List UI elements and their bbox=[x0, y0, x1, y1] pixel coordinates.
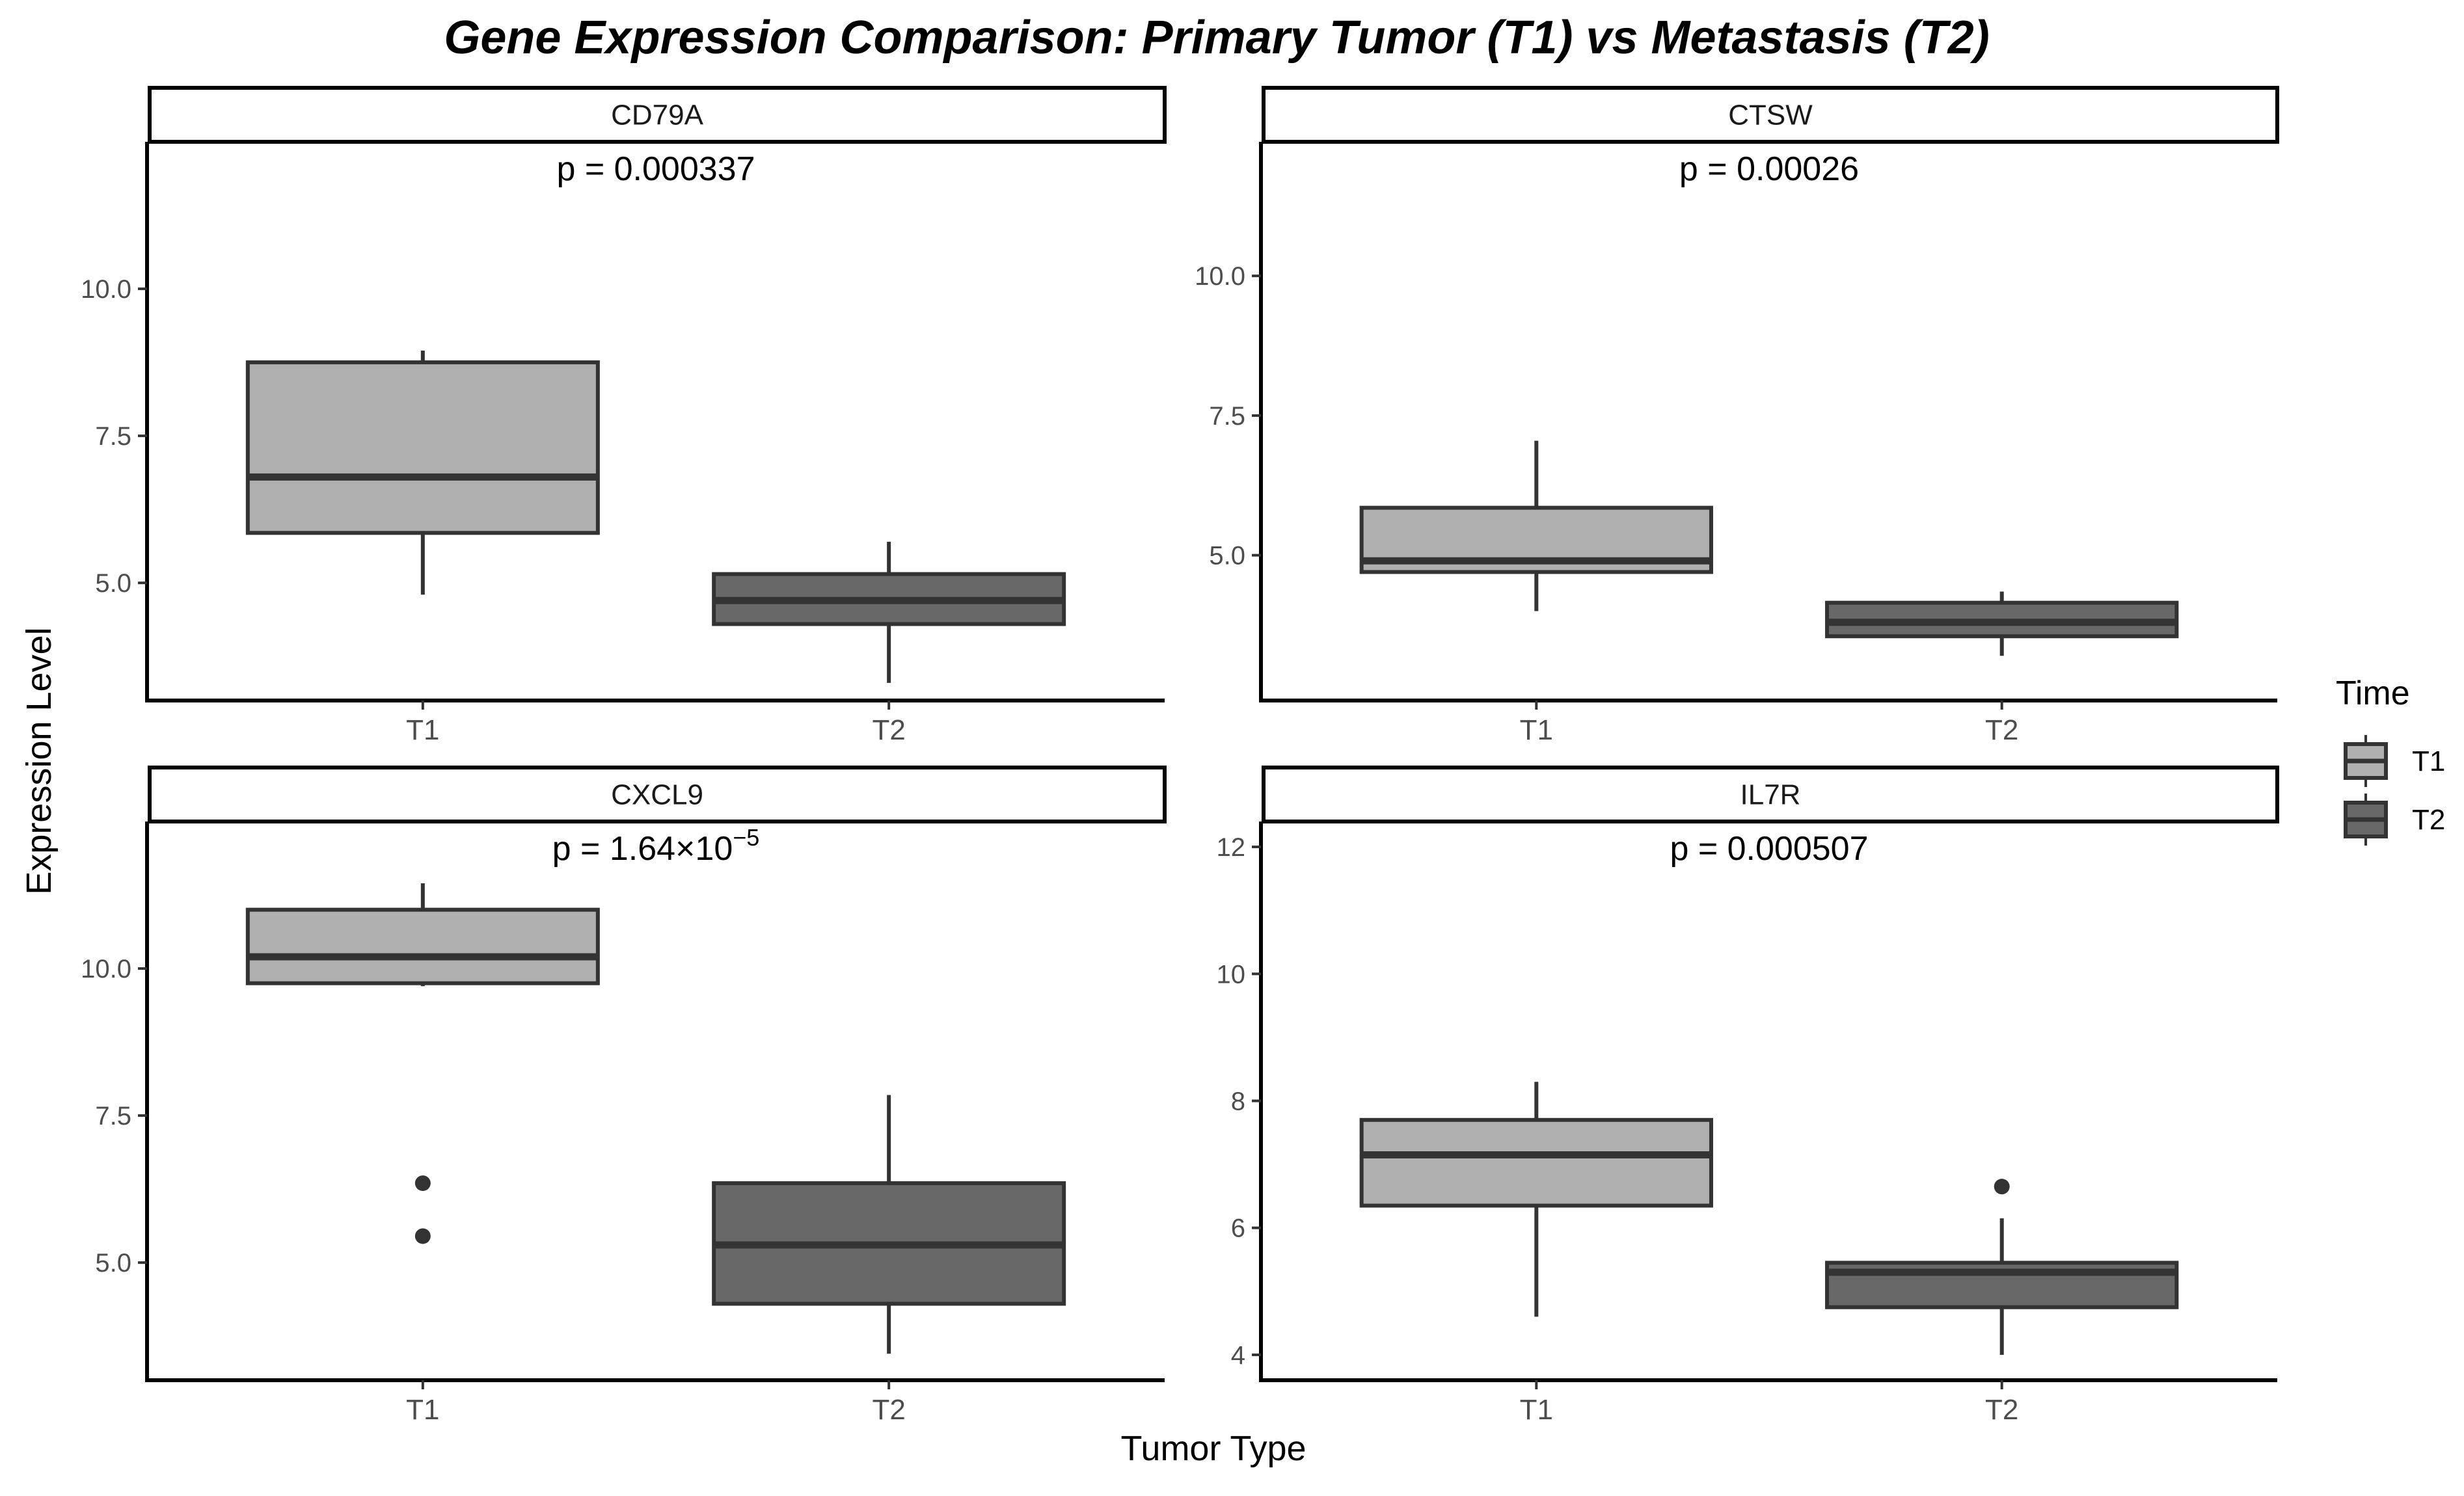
box-t2 bbox=[712, 541, 1066, 683]
p-value-label: p = 1.64×10−5 bbox=[552, 824, 760, 868]
outlier-point bbox=[414, 1175, 431, 1192]
facet-strip-label: IL7R bbox=[1740, 779, 1801, 811]
x-axis-title: Tumor Type bbox=[1120, 1429, 1306, 1468]
facet-strip-label: CXCL9 bbox=[611, 779, 703, 811]
y-tick-label: 10.0 bbox=[81, 275, 131, 304]
box-t2 bbox=[1825, 591, 2179, 656]
panel-ctsw: CTSW 5.0 7.5 10.0 T1 T2 p = 0.00026 bbox=[1195, 86, 2279, 746]
x-tick-label: T2 bbox=[872, 1394, 905, 1426]
outlier-point bbox=[1994, 1179, 2010, 1195]
p-value-text: p = 0.000337 bbox=[556, 150, 755, 188]
y-tick-label: 7.5 bbox=[95, 422, 131, 451]
x-tick-label: T2 bbox=[1985, 714, 2018, 746]
x-tick-label: T1 bbox=[1520, 714, 1553, 746]
x-tick-label: T1 bbox=[1520, 1394, 1553, 1426]
legend: Time T1 T2 bbox=[2336, 675, 2445, 846]
x-tick-label: T1 bbox=[406, 714, 439, 746]
p-value-text: p = 0.000507 bbox=[1670, 830, 1868, 868]
facet-strip bbox=[1262, 86, 2279, 144]
panel-il7r: IL7R 4 6 8 10 12 T1 T2 p = 0.000507 bbox=[1217, 766, 2279, 1426]
p-value-text: p = 0.00026 bbox=[1679, 150, 1859, 188]
facet-strip bbox=[148, 766, 1167, 823]
facet-strip-label: CTSW bbox=[1728, 100, 1813, 131]
outlier-point bbox=[414, 1228, 431, 1244]
p-value-label: p = 0.000337 bbox=[556, 150, 755, 188]
panel-cd79a: CD79A 5.0 7.5 10.0 T1 T2 p = 0.000337 bbox=[81, 86, 1167, 746]
y-tick-label: 4 bbox=[1231, 1341, 1245, 1370]
legend-title: Time bbox=[2336, 675, 2410, 712]
box-t2 bbox=[1825, 1179, 2179, 1355]
panel-cxcl9: CXCL9 5.0 7.5 10.0 T1 T2 p = 1.64×10−5 bbox=[81, 766, 1167, 1426]
legend-entry-t1: T1 bbox=[2344, 735, 2445, 787]
legend-entry-t2: T2 bbox=[2344, 794, 2445, 846]
box-t1 bbox=[1359, 440, 1713, 611]
box-t2 bbox=[712, 1095, 1066, 1354]
y-tick-label: 10.0 bbox=[81, 955, 131, 983]
box-iqr bbox=[245, 360, 600, 535]
box-iqr bbox=[1359, 1117, 1713, 1208]
facet-strip-label: CD79A bbox=[611, 100, 703, 131]
y-tick-label: 5.0 bbox=[95, 1249, 131, 1277]
p-value-exponent: −5 bbox=[733, 824, 759, 851]
box-t1 bbox=[245, 883, 600, 1244]
p-value-label: p = 0.00026 bbox=[1679, 150, 1859, 188]
p-value-text: p = 1.64×10 bbox=[552, 830, 733, 868]
y-tick-label: 5.0 bbox=[1209, 542, 1245, 570]
p-value-label: p = 0.000507 bbox=[1670, 830, 1868, 868]
x-tick-label: T1 bbox=[406, 1394, 439, 1426]
y-tick-label: 7.5 bbox=[1209, 402, 1245, 431]
box-t1 bbox=[245, 350, 600, 595]
y-tick-label: 10 bbox=[1217, 960, 1246, 989]
y-tick-label: 5.0 bbox=[95, 569, 131, 598]
facet-strip bbox=[1262, 766, 2279, 823]
box-iqr bbox=[245, 907, 600, 985]
legend-label: T2 bbox=[2412, 804, 2445, 836]
x-tick-label: T2 bbox=[1985, 1394, 2018, 1426]
y-tick-label: 7.5 bbox=[95, 1102, 131, 1130]
y-tick-label: 8 bbox=[1231, 1088, 1245, 1116]
y-tick-label: 10.0 bbox=[1195, 262, 1245, 291]
y-tick-label: 12 bbox=[1217, 833, 1246, 862]
y-tick-label: 6 bbox=[1231, 1214, 1245, 1243]
facet-panels: CD79A 5.0 7.5 10.0 T1 T2 p = 0.000337 CTSW 5.0 7.… bbox=[81, 86, 2279, 1426]
facet-strip bbox=[148, 86, 1167, 144]
y-axis-title: Expression Level bbox=[20, 627, 59, 894]
legend-label: T1 bbox=[2412, 745, 2445, 777]
x-tick-label: T2 bbox=[872, 714, 905, 746]
chart-title: Gene Expression Comparison: Primary Tumo… bbox=[444, 12, 1989, 64]
box-t1 bbox=[1359, 1082, 1713, 1317]
